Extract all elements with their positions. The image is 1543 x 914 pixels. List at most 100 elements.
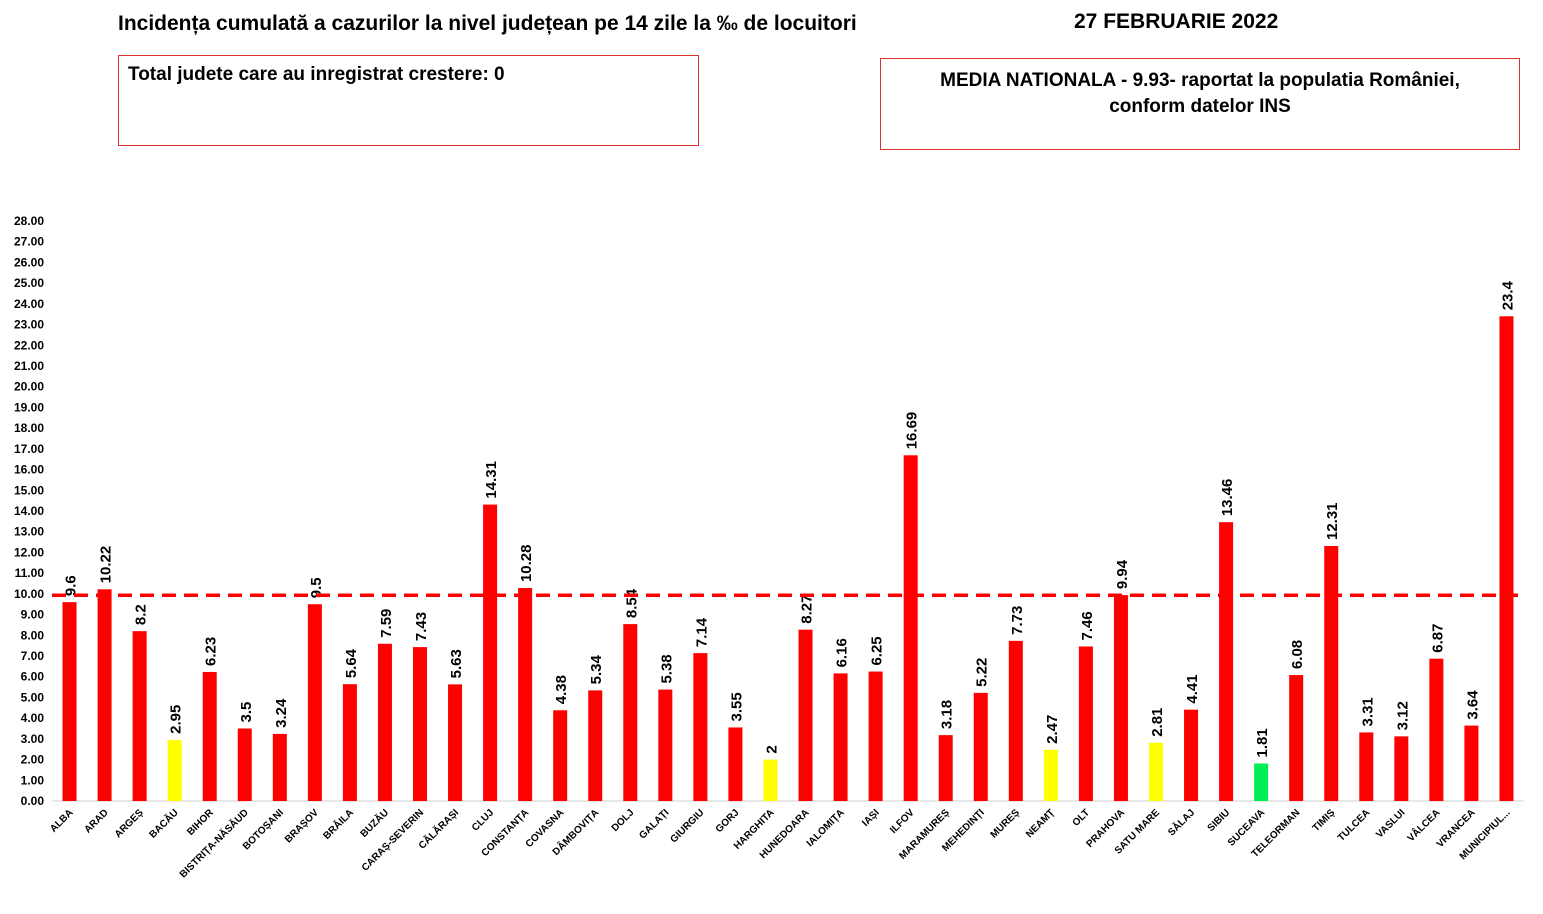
bar [938,735,953,801]
increase-summary-box: Total judete care au inregistrat crester… [118,55,699,146]
bar [973,692,988,801]
y-tick-label: 28.00 [14,214,44,228]
bar [448,684,463,801]
bar-value-label: 10.22 [98,546,115,584]
y-tick-label: 15.00 [14,483,44,497]
x-category-label: VASLUI [1374,807,1407,840]
bar-value-label: 23.4 [1499,280,1516,310]
y-tick-label: 26.00 [14,255,44,269]
x-category-label: BACĂU [146,806,181,841]
x-category-label: ARAD [82,807,110,835]
bar-value-label: 3.24 [273,698,290,728]
bar-value-label: 9.5 [308,577,325,598]
bar [202,671,217,801]
bar-value-label: 6.08 [1289,640,1306,669]
bar [272,733,287,801]
bar-value-label: 2.81 [1149,708,1166,737]
bar [588,690,603,801]
x-category-label: TULCEA [1336,807,1372,843]
national-average-line1: MEDIA NATIONALA - 9.93- raportat la popu… [940,70,1460,91]
y-tick-label: 3.00 [21,732,45,746]
bar-value-label: 5.64 [343,648,360,678]
bar [1324,546,1339,801]
bar-value-label: 2.47 [1044,715,1061,744]
bar [1008,640,1023,801]
bar [1254,763,1269,801]
chart-title: Incidența cumulată a cazurilor la nivel … [118,12,857,35]
bar [1464,725,1479,801]
bar-value-label: 5.63 [448,649,465,678]
bar-value-label: 1.81 [1254,728,1271,757]
y-tick-label: 8.00 [21,628,45,642]
bar-value-label: 5.22 [974,658,991,687]
x-category-label: GALAȚI [637,807,671,841]
y-tick-label: 22.00 [14,338,44,352]
y-tick-label: 4.00 [21,711,45,725]
bar [1149,742,1163,801]
x-category-label: BRAȘOV [283,807,321,845]
bar-value-label: 5.34 [588,655,605,685]
x-category-label: TIMIȘ [1311,807,1338,834]
bar [903,455,918,801]
x-category-label: BUZĂU [357,806,391,840]
x-category-label: ARGEȘ [113,807,146,840]
bar-value-label: 7.43 [413,612,430,641]
y-tick-label: 18.00 [14,421,44,435]
bar [623,624,638,801]
bar-value-label: 2.95 [168,705,185,734]
bar-value-label: 9.94 [1114,559,1131,589]
bar [518,588,533,801]
bar [658,689,673,801]
y-tick-label: 13.00 [14,525,44,539]
bar-value-label: 7.59 [378,609,395,638]
bar-value-label: 13.46 [1219,479,1236,517]
x-category-label: DOLJ [610,807,637,834]
bar [1289,675,1304,801]
bar [132,631,147,801]
y-tick-label: 16.00 [14,463,44,477]
y-tick-label: 20.00 [14,380,44,394]
bar-value-label: 6.16 [834,638,851,667]
bar [1043,749,1058,801]
x-category-label: BRĂILA [320,806,356,842]
bar-value-label: 6.87 [1429,623,1446,652]
bar-value-label: 3.5 [238,702,255,723]
bar [1219,522,1234,801]
bar [62,602,77,801]
chart-date: 27 FEBRUARIE 2022 [1074,10,1279,33]
bar-value-label: 7.46 [1079,611,1096,640]
bar-value-label: 3.18 [939,700,956,729]
y-tick-label: 10.00 [14,587,44,601]
x-category-label: VÂLCEA [1404,806,1442,844]
bar-value-label: 4.41 [1184,674,1201,703]
bar [693,653,708,801]
bar-value-label: 4.38 [553,675,570,704]
y-tick-label: 7.00 [21,649,45,663]
bar [868,671,883,801]
bar-value-label: 7.14 [693,617,710,647]
bar-value-label: 5.38 [658,654,675,683]
bar [483,504,498,801]
x-category-label: GORJ [714,807,742,835]
y-tick-label: 17.00 [14,442,44,456]
national-average-line2: conform datelor INS [1109,96,1291,117]
y-tick-label: 6.00 [21,670,45,684]
x-category-label: MUREȘ [989,807,1023,841]
bar [97,589,112,801]
y-tick-label: 9.00 [21,608,45,622]
bar-value-label: 10.28 [518,545,535,583]
national-average-box: MEDIA NATIONALA - 9.93- raportat la popu… [880,58,1520,150]
bar-value-label: 2 [763,745,780,753]
bar-value-label: 7.73 [1009,606,1026,635]
bar [1429,658,1444,801]
x-category-label: IALOMIȚA [805,807,847,849]
y-tick-label: 1.00 [21,773,45,787]
x-category-label: CLUJ [470,807,496,833]
y-tick-label: 12.00 [14,545,44,559]
x-category-label: ILFOV [888,807,917,836]
bar [342,684,357,801]
y-tick-label: 2.00 [21,753,45,767]
y-tick-label: 21.00 [14,359,44,373]
bar [1113,595,1128,801]
